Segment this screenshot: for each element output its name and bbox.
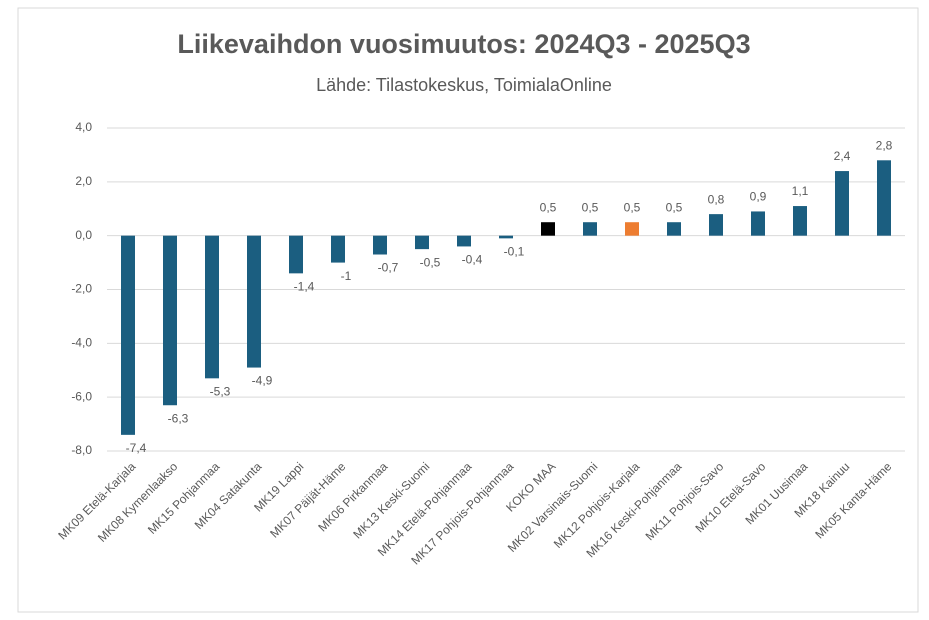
data-label: -6,3 (168, 411, 189, 425)
data-label: -4,9 (252, 374, 273, 388)
y-tick-label: -8,0 (71, 443, 92, 457)
bar (415, 235, 429, 250)
data-label: 0,5 (666, 200, 683, 214)
bar (121, 235, 135, 435)
bar (709, 214, 723, 236)
y-tick-label: -2,0 (71, 282, 92, 296)
y-tick-label: -6,0 (71, 389, 92, 403)
data-label: -0,1 (504, 245, 525, 259)
bar (247, 235, 261, 368)
bar (751, 211, 765, 236)
data-label: 0,5 (582, 200, 599, 214)
data-label: -1 (341, 269, 352, 283)
data-label: -5,3 (210, 384, 231, 398)
data-label: -1,4 (294, 280, 315, 294)
data-label: 0,9 (750, 190, 767, 204)
bar (289, 235, 303, 274)
chart-title: Liikevaihdon vuosimuutos: 2024Q3 - 2025Q… (177, 29, 750, 59)
bar (373, 235, 387, 255)
bar (331, 235, 345, 263)
data-label: 0,5 (540, 200, 557, 214)
bar (877, 160, 891, 236)
bar (625, 222, 639, 236)
data-label: -0,5 (420, 255, 441, 269)
bar (793, 206, 807, 236)
data-label: -0,7 (378, 261, 399, 275)
bar (499, 235, 513, 239)
y-tick-label: 2,0 (75, 174, 92, 188)
y-tick-label: 4,0 (75, 120, 92, 134)
y-tick-label: -4,0 (71, 336, 92, 350)
bar (667, 222, 681, 236)
data-label: 2,4 (834, 149, 851, 163)
data-label: 0,5 (624, 200, 641, 214)
bar (163, 235, 177, 406)
y-tick-label: 0,0 (75, 228, 92, 242)
chart-subtitle: Lähde: Tilastokeskus, ToimialaOnline (316, 75, 612, 95)
bar (583, 222, 597, 236)
data-label: 2,8 (876, 138, 893, 152)
data-label: -0,4 (462, 253, 483, 267)
bar (457, 235, 471, 247)
data-label: 0,8 (708, 192, 725, 206)
bar (835, 171, 849, 236)
bar (541, 222, 555, 236)
data-label: 1,1 (792, 184, 809, 198)
data-label: -7,4 (126, 441, 147, 455)
bar (205, 235, 219, 379)
